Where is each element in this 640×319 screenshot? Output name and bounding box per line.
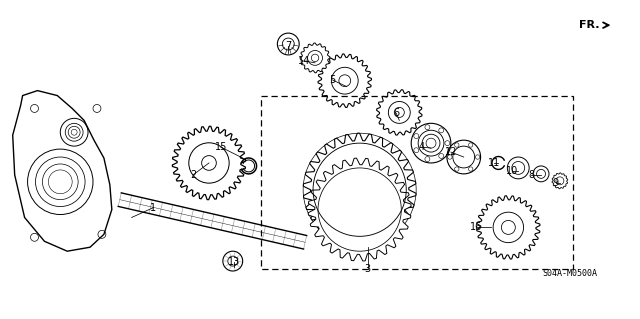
- Text: 13: 13: [228, 257, 240, 267]
- Polygon shape: [318, 54, 372, 108]
- Text: 11: 11: [488, 158, 500, 168]
- Text: 3: 3: [365, 264, 371, 274]
- Text: S04A-M0500A: S04A-M0500A: [542, 270, 597, 278]
- Polygon shape: [300, 43, 330, 73]
- Text: 6: 6: [393, 108, 399, 118]
- Polygon shape: [376, 90, 422, 135]
- Polygon shape: [308, 158, 411, 261]
- Text: 10: 10: [506, 166, 518, 176]
- Text: 16: 16: [470, 222, 482, 233]
- Polygon shape: [172, 126, 246, 200]
- Text: 9: 9: [553, 178, 559, 188]
- Text: 7: 7: [285, 41, 291, 51]
- Bar: [260, 96, 573, 269]
- Polygon shape: [552, 173, 568, 189]
- Text: 4: 4: [419, 142, 425, 152]
- Text: 14: 14: [298, 56, 310, 66]
- Text: FR.: FR.: [579, 20, 600, 30]
- Polygon shape: [477, 196, 540, 259]
- Polygon shape: [13, 91, 112, 251]
- Text: 1: 1: [150, 203, 157, 212]
- Text: 15: 15: [214, 142, 227, 152]
- Polygon shape: [303, 133, 416, 246]
- Text: 2: 2: [190, 170, 196, 180]
- Text: 12: 12: [445, 147, 457, 157]
- Text: 5: 5: [329, 75, 335, 85]
- Text: 8: 8: [528, 170, 534, 180]
